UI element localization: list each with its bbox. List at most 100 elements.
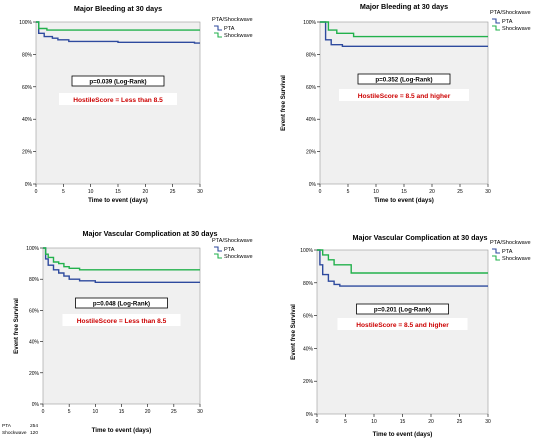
legend-swatch-shockwave [492, 25, 500, 31]
chart-title: Major Vascular Complication at 30 days [82, 229, 217, 238]
chart-title: Major Bleeding at 30 days [74, 4, 162, 13]
plot-area [319, 21, 489, 185]
y-tick-label: 20% [306, 150, 317, 156]
x-tick-label: 0 [319, 189, 322, 195]
x-tick-label: 0 [35, 189, 38, 195]
series-line-shockwave [43, 247, 200, 271]
y-tick-label: 100% [300, 248, 313, 254]
x-tick-label: 20 [429, 189, 435, 195]
x-tick-label: 10 [88, 189, 94, 195]
legend-title: PTA/Shockwave [212, 17, 253, 23]
legend-swatch-shockwave [492, 255, 500, 261]
x-tick-label: 0 [42, 409, 45, 415]
x-tick-label: 5 [68, 409, 71, 415]
x-tick-label: 10 [93, 409, 99, 415]
y-tick-label: 0% [25, 182, 33, 188]
y-tick-label: 40% [303, 346, 314, 352]
legend-swatch-shockwave [214, 253, 222, 259]
y-tick-label: 0% [32, 402, 40, 408]
risk-row-value: 120 [30, 430, 38, 436]
x-axis-label: Time to event (days) [374, 197, 434, 204]
y-tick-label: 100% [26, 246, 39, 252]
legend-item-pta: PTA [502, 19, 513, 25]
x-tick-label: 15 [400, 419, 406, 425]
chart-panel-bottom-left: Major Vascular Complication at 30 days 0%… [2, 229, 253, 436]
score-label: HostileScore = 8.5 and higher [358, 93, 451, 100]
pvalue-label: p=0.201 (Log-Rank) [374, 307, 431, 314]
chart-panel-top-left: Major Bleeding at 30 days 0% 20% 40% 60% 80% 1… [19, 4, 252, 204]
y-tick-label: 0% [306, 412, 314, 418]
y-tick-label: 100% [303, 20, 316, 26]
score-box [337, 318, 468, 330]
y-tick-label: 80% [306, 52, 317, 58]
pvalue-box [357, 73, 451, 85]
y-tick-label: 40% [306, 117, 317, 123]
y-axis-label: Event free Survival [290, 304, 297, 360]
legend-item-shockwave: Shockwave [502, 256, 531, 262]
chart-title: Major Bleeding at 30 days [360, 2, 448, 11]
y-tick-label: 20% [29, 371, 40, 377]
y-tick-label: 100% [19, 20, 32, 26]
x-tick-label: 5 [344, 419, 347, 425]
x-tick-label: 15 [119, 409, 125, 415]
legend-swatch-pta [492, 248, 500, 254]
legend-swatch-pta [492, 18, 500, 24]
series-line-shockwave [36, 21, 200, 31]
series-line-shockwave [317, 249, 488, 274]
y-tick-label: 60% [29, 308, 40, 314]
score-label: HostileScore = Less than 8.5 [73, 97, 163, 104]
legend-item-pta: PTA [502, 249, 513, 255]
y-tick-label: 20% [22, 150, 33, 156]
y-tick-label: 60% [306, 85, 317, 91]
score-box [59, 93, 177, 105]
legend-item-pta: PTA [224, 26, 235, 32]
chart-title: Major Vascular Complication at 30 days [352, 233, 487, 242]
legend-item-shockwave: Shockwave [224, 33, 253, 39]
y-tick-label: 60% [22, 85, 33, 91]
pvalue-label: p=0.039 (Log-Rank) [89, 79, 146, 86]
x-tick-label: 5 [347, 189, 350, 195]
legend-swatch-pta [214, 246, 222, 252]
legend-swatch-pta [214, 25, 222, 31]
pvalue-label: p=0.048 (Log-Rank) [93, 301, 150, 308]
x-tick-label: 30 [485, 189, 491, 195]
y-tick-label: 80% [22, 52, 33, 58]
pvalue-label: p=0.352 (Log-Rank) [375, 77, 432, 84]
series-line-pta [317, 249, 488, 287]
series-line-pta [320, 21, 488, 47]
x-tick-label: 0 [316, 419, 319, 425]
x-axis-label: Time to event (days) [92, 427, 152, 434]
x-tick-label: 25 [171, 409, 177, 415]
x-tick-label: 30 [485, 419, 491, 425]
x-tick-label: 15 [401, 189, 407, 195]
y-axis-label: Event free Survival [13, 298, 20, 354]
legend-title: PTA/Shockwave [490, 240, 531, 246]
score-box [339, 89, 469, 101]
y-tick-label: 40% [29, 340, 40, 346]
y-tick-label: 80% [303, 281, 314, 287]
x-axis-label: Time to event (days) [373, 431, 433, 438]
plot-area [316, 249, 489, 415]
x-tick-label: 10 [373, 189, 379, 195]
series-line-shockwave [320, 21, 488, 38]
x-tick-label: 20 [143, 189, 149, 195]
x-tick-label: 10 [371, 419, 377, 425]
x-tick-label: 20 [428, 419, 434, 425]
x-axis-label: Time to event (days) [88, 197, 148, 204]
y-tick-label: 80% [29, 277, 40, 283]
chart-panel-bottom-right: Major Vascular Complication at 30 days 0%… [290, 233, 531, 438]
pvalue-box [71, 75, 165, 87]
x-tick-label: 15 [115, 189, 121, 195]
legend-item-pta: PTA [224, 247, 235, 253]
y-tick-label: 40% [22, 117, 33, 123]
risk-row-label: Shockwave [2, 430, 27, 436]
x-tick-label: 20 [145, 409, 151, 415]
y-tick-label: 60% [303, 314, 314, 320]
x-tick-label: 5 [62, 189, 65, 195]
series-line-pta [43, 247, 200, 283]
risk-row-value: 254 [30, 423, 38, 429]
